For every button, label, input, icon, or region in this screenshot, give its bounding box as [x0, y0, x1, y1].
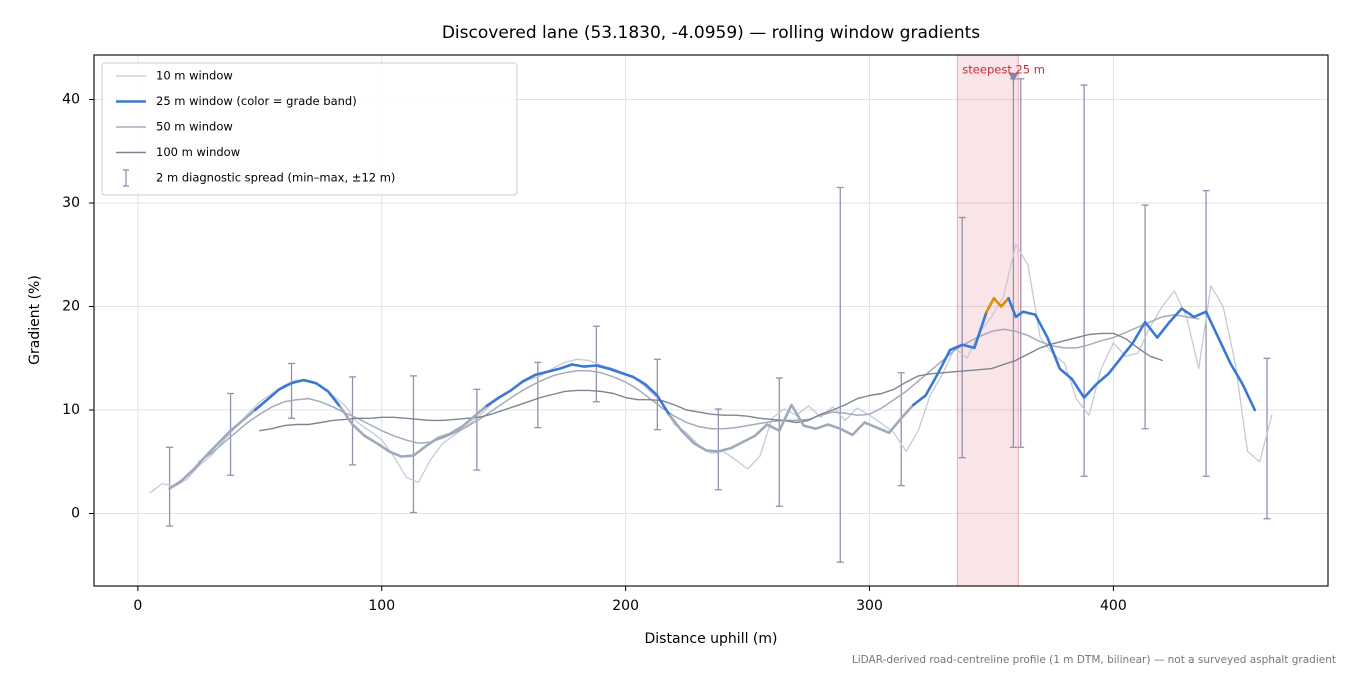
series-line	[668, 403, 915, 453]
series-line	[259, 332, 1163, 432]
legend-label: 50 m window	[156, 120, 233, 134]
x-tick-label: 0	[133, 598, 142, 614]
x-tick-label: 300	[856, 598, 883, 614]
series-line	[168, 408, 257, 490]
legend: 10 m window 25 m window (color = grade ba…	[101, 62, 518, 196]
legend-label: 25 m window (color = grade band)	[156, 94, 357, 108]
legend-label: 10 m window	[156, 69, 233, 83]
series-line	[1007, 296, 1257, 412]
highlight-label: steepest 25 m	[962, 63, 1045, 77]
x-axis-label: Distance uphill (m)	[645, 631, 778, 647]
steepest-marker	[1008, 72, 1019, 82]
series-line	[912, 310, 988, 407]
y-tick-label: 0	[71, 506, 80, 522]
series-line	[985, 296, 1010, 313]
y-tick-label: 10	[62, 402, 80, 418]
highlight-span	[956, 54, 1019, 587]
y-axis-label: Gradient (%)	[27, 275, 43, 365]
legend-label: 100 m window	[156, 145, 240, 159]
y-tick-label: 40	[62, 92, 80, 108]
footnote: LiDAR-derived road-centreline profile (1…	[852, 654, 1336, 666]
series-line	[339, 404, 488, 458]
y-tick-label: 30	[62, 195, 80, 211]
y-tick-label: 20	[62, 299, 80, 315]
legend-box	[101, 62, 518, 196]
x-tick-label: 200	[612, 598, 639, 614]
series-line	[485, 363, 671, 417]
series-line	[149, 243, 1273, 494]
plot-frame	[93, 54, 1329, 587]
x-tick-label: 400	[1100, 598, 1127, 614]
legend-label: 2 m diagnostic spread (min–max, ±12 m)	[156, 171, 395, 185]
x-tick-label: 100	[368, 598, 395, 614]
series-line	[253, 378, 342, 412]
chart-title: Discovered lane (53.1830, -4.0959) — rol…	[442, 23, 980, 43]
series-line	[198, 314, 1200, 463]
